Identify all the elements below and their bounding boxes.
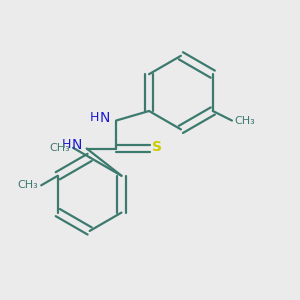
Text: N: N — [100, 111, 110, 124]
Text: S: S — [152, 140, 162, 154]
Text: H: H — [61, 138, 71, 151]
Text: H: H — [89, 110, 99, 124]
Text: CH₃: CH₃ — [50, 143, 70, 153]
Text: CH₃: CH₃ — [235, 116, 256, 126]
Text: CH₃: CH₃ — [17, 180, 38, 190]
Text: N: N — [72, 138, 82, 152]
